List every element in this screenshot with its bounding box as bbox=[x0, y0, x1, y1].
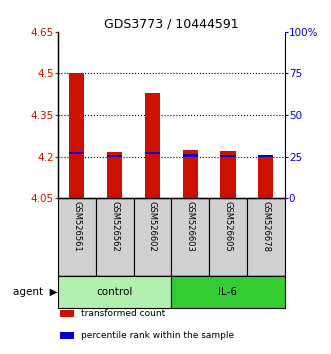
Text: GSM526678: GSM526678 bbox=[261, 201, 270, 252]
Bar bbox=[145, 93, 160, 198]
Bar bbox=[107, 152, 122, 198]
Bar bbox=[133, 198, 171, 276]
Bar bbox=[171, 198, 209, 276]
Text: control: control bbox=[96, 287, 133, 297]
Title: GDS3773 / 10444591: GDS3773 / 10444591 bbox=[104, 18, 239, 31]
Bar bbox=[183, 154, 198, 156]
Bar bbox=[58, 198, 96, 276]
Bar bbox=[107, 155, 122, 157]
Text: percentile rank within the sample: percentile rank within the sample bbox=[81, 331, 234, 340]
Bar bbox=[220, 155, 236, 157]
Bar bbox=[60, 332, 74, 339]
Bar bbox=[183, 150, 198, 198]
Bar bbox=[171, 276, 285, 308]
Bar bbox=[145, 152, 160, 154]
Text: GSM526605: GSM526605 bbox=[223, 201, 232, 251]
Bar bbox=[58, 276, 171, 308]
Bar bbox=[258, 155, 273, 198]
Text: GSM526561: GSM526561 bbox=[72, 201, 81, 251]
Text: GSM526602: GSM526602 bbox=[148, 201, 157, 251]
Bar bbox=[69, 73, 84, 198]
Bar bbox=[258, 155, 273, 157]
Bar bbox=[69, 152, 84, 154]
Bar bbox=[60, 310, 74, 317]
Text: GSM526562: GSM526562 bbox=[110, 201, 119, 251]
Text: GSM526603: GSM526603 bbox=[186, 201, 195, 251]
Bar bbox=[209, 198, 247, 276]
Bar bbox=[96, 198, 133, 276]
Text: IL-6: IL-6 bbox=[218, 287, 237, 297]
Bar bbox=[247, 198, 285, 276]
Text: transformed count: transformed count bbox=[81, 309, 165, 318]
Bar bbox=[220, 151, 236, 198]
Text: agent  ▶: agent ▶ bbox=[13, 287, 58, 297]
